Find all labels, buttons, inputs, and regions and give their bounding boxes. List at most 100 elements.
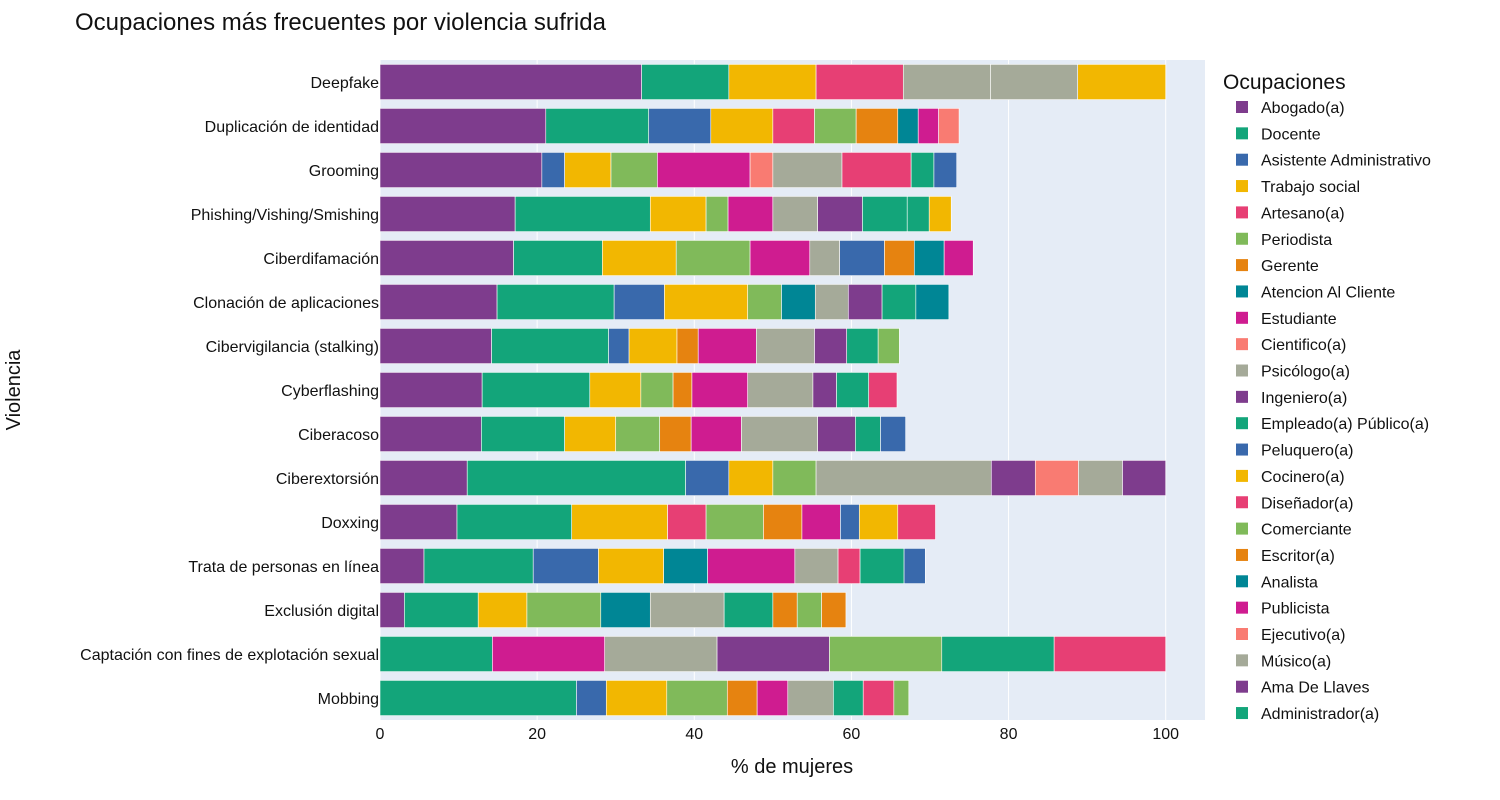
bar-segment[interactable] [1078, 460, 1123, 496]
bar-segment[interactable] [716, 636, 830, 672]
bar-segment[interactable] [794, 548, 839, 584]
legend-item-cocinero-a[interactable]: Cocinero(a) [1236, 469, 1345, 486]
bar-segment[interactable] [859, 548, 905, 584]
bar-segment[interactable] [379, 196, 516, 232]
bar-segment[interactable] [841, 152, 912, 188]
legend-item-artesano-a[interactable]: Artesano(a) [1236, 205, 1345, 222]
bar-segment[interactable] [990, 64, 1079, 100]
legend-item-musico-a[interactable]: Músico(a) [1236, 653, 1331, 670]
bar-segment[interactable] [379, 636, 493, 672]
bar-segment[interactable] [928, 196, 952, 232]
bar-segment[interactable] [466, 460, 686, 496]
bar-segment[interactable] [707, 548, 796, 584]
bar-segment[interactable] [833, 680, 864, 716]
bar-segment[interactable] [897, 108, 919, 144]
bar-segment[interactable] [1034, 460, 1079, 496]
bar-segment[interactable] [829, 636, 943, 672]
bar-segment[interactable] [821, 592, 847, 628]
bar-segment[interactable] [880, 416, 906, 452]
bar-segment[interactable] [666, 680, 728, 716]
bar-segment[interactable] [667, 504, 707, 540]
bar-segment[interactable] [855, 416, 881, 452]
bar-segment[interactable] [772, 196, 818, 232]
bar-segment[interactable] [649, 592, 725, 628]
legend-item-asistente-administrativo[interactable]: Asistente Administrativo [1236, 153, 1431, 170]
bar-segment[interactable] [862, 680, 895, 716]
bar-segment[interactable] [943, 240, 974, 276]
bar-segment[interactable] [747, 372, 814, 408]
bar-segment[interactable] [855, 108, 899, 144]
bar-segment[interactable] [456, 504, 573, 540]
bar-segment[interactable] [705, 504, 764, 540]
bar-segment[interactable] [756, 328, 815, 364]
bar-segment[interactable] [763, 504, 803, 540]
bar-segment[interactable] [379, 328, 492, 364]
bar-segment[interactable] [910, 152, 935, 188]
bar-segment[interactable] [404, 592, 479, 628]
legend-item-disenador-a[interactable]: Diseñador(a) [1236, 495, 1353, 512]
bar-segment[interactable] [379, 416, 482, 452]
bar-segment[interactable] [902, 64, 991, 100]
bar-segment[interactable] [648, 108, 712, 144]
bar-segment[interactable] [657, 152, 751, 188]
legend-item-docente[interactable]: Docente [1236, 126, 1321, 143]
bar-segment[interactable] [881, 284, 917, 320]
legend-item-abogado-a[interactable]: Abogado(a) [1236, 100, 1345, 117]
bar-segment[interactable] [877, 328, 900, 364]
bar-segment[interactable] [379, 240, 514, 276]
bar-segment[interactable] [605, 680, 668, 716]
bar-segment[interactable] [787, 680, 834, 716]
bar-segment[interactable] [379, 108, 547, 144]
legend-item-comerciante[interactable]: Comerciante [1236, 522, 1352, 539]
bar-segment[interactable] [772, 152, 843, 188]
bar-segment[interactable] [749, 240, 811, 276]
bar-segment[interactable] [541, 152, 565, 188]
legend-item-ingeniero-a[interactable]: Ingeniero(a) [1236, 390, 1347, 407]
bar-segment[interactable] [604, 636, 718, 672]
bar-segment[interactable] [532, 548, 599, 584]
bar-segment[interactable] [379, 680, 577, 716]
bar-segment[interactable] [602, 240, 677, 276]
bar-segment[interactable] [379, 504, 458, 540]
bar-segment[interactable] [379, 592, 405, 628]
bar-segment[interactable] [514, 196, 651, 232]
bar-segment[interactable] [726, 680, 758, 716]
bar-segment[interactable] [941, 636, 1055, 672]
legend-item-ejecutivo-a[interactable]: Ejecutivo(a) [1236, 627, 1345, 644]
bar-segment[interactable] [772, 460, 817, 496]
bar-segment[interactable] [613, 284, 665, 320]
bar-segment[interactable] [571, 504, 668, 540]
bar-segment[interactable] [564, 416, 617, 452]
bar-segment[interactable] [423, 548, 534, 584]
bar-segment[interactable] [906, 196, 930, 232]
bar-segment[interactable] [664, 284, 749, 320]
bar-segment[interactable] [640, 372, 674, 408]
bar-segment[interactable] [710, 108, 774, 144]
bar-segment[interactable] [749, 152, 774, 188]
bar-segment[interactable] [526, 592, 602, 628]
bar-segment[interactable] [741, 416, 818, 452]
bar-segment[interactable] [672, 372, 693, 408]
bar-segment[interactable] [513, 240, 603, 276]
bar-segment[interactable] [379, 372, 483, 408]
bar-segment[interactable] [545, 108, 650, 144]
bar-segment[interactable] [659, 416, 692, 452]
bar-segment[interactable] [649, 196, 707, 232]
bar-segment[interactable] [847, 284, 883, 320]
bar-segment[interactable] [858, 504, 899, 540]
bar-segment[interactable] [903, 548, 926, 584]
bar-segment[interactable] [608, 328, 630, 364]
bar-segment[interactable] [990, 460, 1036, 496]
bar-segment[interactable] [917, 108, 939, 144]
bar-segment[interactable] [840, 504, 860, 540]
bar-segment[interactable] [705, 196, 729, 232]
bar-segment[interactable] [817, 416, 856, 452]
bar-segment[interactable] [814, 328, 848, 364]
bar-segment[interactable] [379, 284, 498, 320]
bar-segment[interactable] [610, 152, 658, 188]
bar-segment[interactable] [868, 372, 898, 408]
bar-segment[interactable] [379, 64, 642, 100]
bar-segment[interactable] [747, 284, 782, 320]
bar-segment[interactable] [884, 240, 915, 276]
bar-segment[interactable] [676, 328, 699, 364]
